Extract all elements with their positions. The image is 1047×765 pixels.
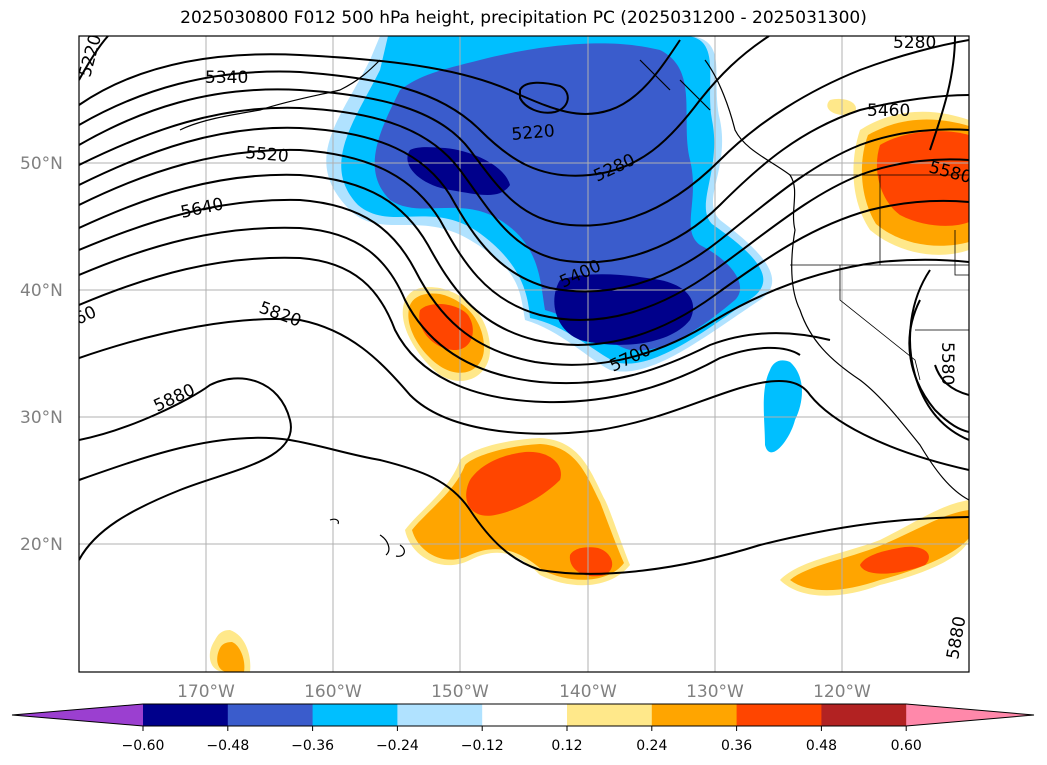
map-frame	[78, 35, 970, 673]
contour-label: 5280	[893, 33, 936, 53]
latitude-labels: 50°N 40°N 30°N 20°N	[20, 154, 63, 555]
map-area: 5220 5340 5220 5280 5520 5640 5400 5820 …	[72, 32, 970, 672]
borders	[790, 174, 969, 381]
colorbar-tick-label: −0.12	[461, 738, 504, 754]
colorbar-segment	[651, 704, 738, 726]
negative-anomaly-shading	[326, 36, 802, 453]
contour-label: 5460	[867, 101, 910, 121]
colorbar-tick-label: −0.24	[376, 738, 419, 754]
colorbar-tick-label: −0.60	[122, 738, 165, 754]
colorbar-segment	[736, 704, 822, 726]
colorbar-segment	[312, 704, 398, 726]
colorbar	[11, 703, 1035, 727]
colorbar-tick-label: 0.48	[806, 738, 837, 754]
coastlines	[179, 59, 969, 557]
colorbar-tick-label: −0.48	[206, 738, 249, 754]
colorbar-segment	[143, 704, 229, 726]
contour-label: 5580	[937, 342, 957, 385]
lat-label: 50°N	[20, 154, 63, 174]
colorbar-extend-high	[906, 704, 1034, 726]
longitude-labels: 170°W 160°W 150°W 140°W 130°W 120°W	[177, 682, 871, 702]
lon-label: 170°W	[177, 682, 235, 702]
lat-label: 40°N	[20, 281, 63, 301]
lon-label: 160°W	[304, 682, 362, 702]
positive-anomaly-shading	[209, 98, 969, 672]
lat-label: 30°N	[20, 408, 63, 428]
colorbar-tick-label: 0.36	[721, 738, 752, 754]
colorbar-extend-low	[12, 704, 143, 726]
contour-label: 5640	[179, 194, 225, 223]
contour-label: 5220	[76, 32, 107, 79]
lon-label: 120°W	[813, 682, 871, 702]
colorbar-segment	[567, 704, 653, 726]
contour-label: 60	[72, 302, 100, 329]
colorbar-segment	[482, 704, 568, 726]
contour-label: 5820	[256, 298, 303, 332]
colorbar-tick-label: 0.60	[891, 738, 922, 754]
contour-label: 5880	[943, 615, 970, 661]
graticule	[79, 36, 969, 672]
contour-label: 5520	[245, 143, 290, 167]
map-title: 2025030800 F012 500 hPa height, precipit…	[180, 8, 867, 28]
colorbar-segment	[397, 704, 483, 726]
colorbar-tick-label: 0.24	[636, 738, 667, 754]
lon-label: 150°W	[431, 682, 489, 702]
lon-label: 140°W	[559, 682, 617, 702]
contour-label: 5340	[205, 68, 248, 88]
colorbar-tick-label: −0.36	[291, 738, 334, 754]
colorbar-segment	[227, 704, 314, 726]
lat-label: 20°N	[20, 535, 63, 555]
contour-label: 5220	[511, 121, 556, 145]
colorbar-tick-label: 0.12	[551, 738, 582, 754]
colorbar-ticks: −0.60 −0.48 −0.36 −0.24 −0.12 0.12 0.24 0.36 0.4…	[122, 726, 922, 754]
height-contours	[79, 36, 969, 575]
lon-label: 130°W	[686, 682, 744, 702]
colorbar-segment	[821, 704, 907, 726]
contour-label: 5880	[151, 380, 199, 416]
